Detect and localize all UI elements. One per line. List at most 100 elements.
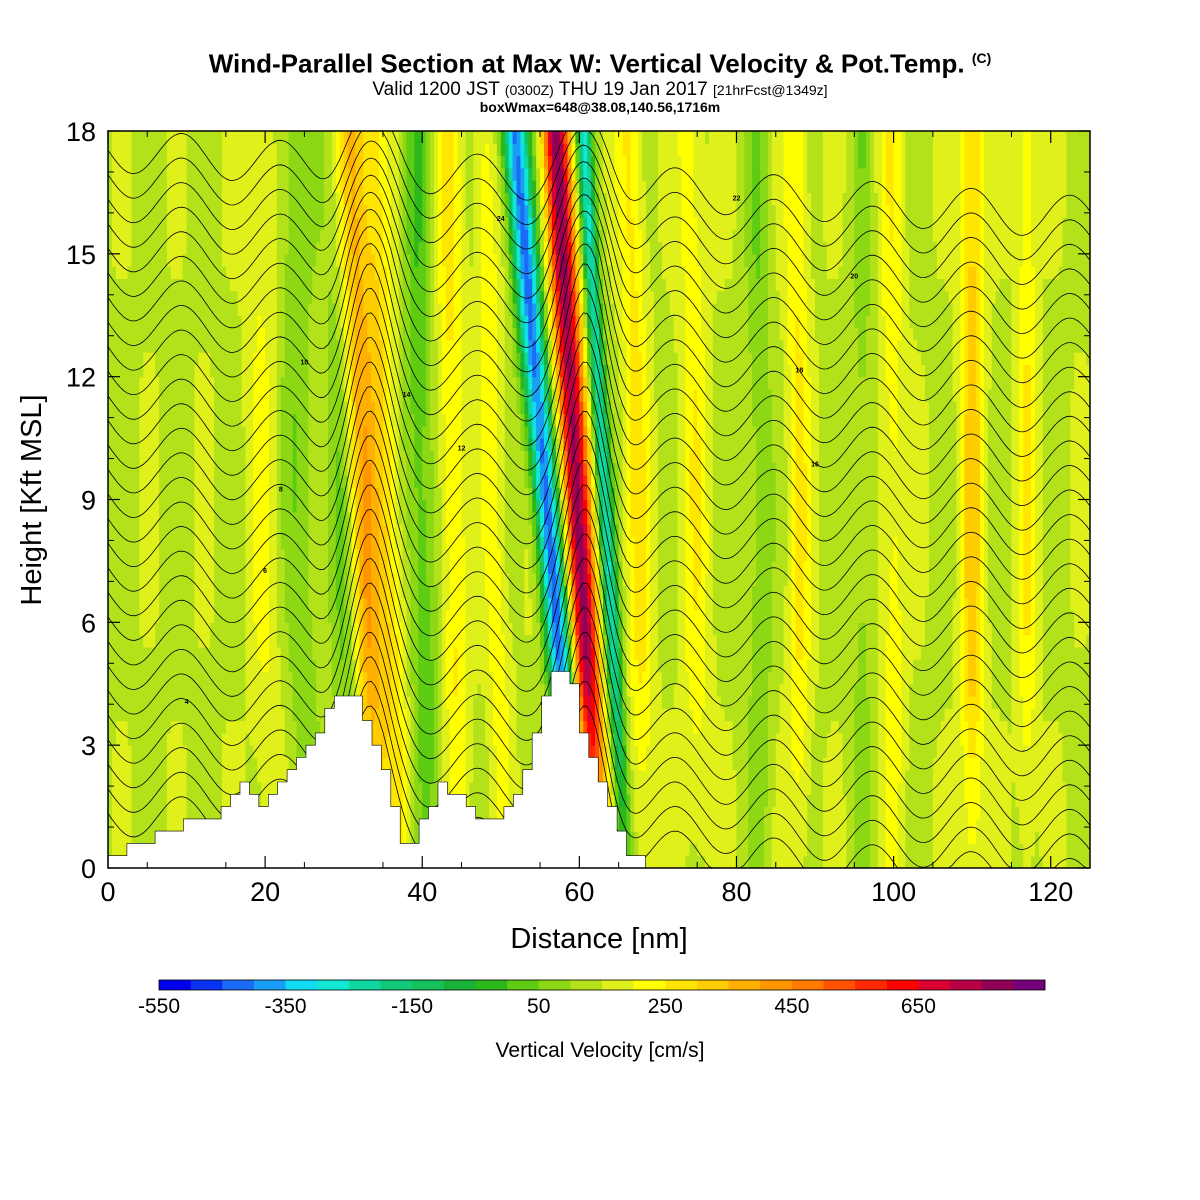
field-cell [194, 806, 199, 820]
field-cell [139, 745, 144, 759]
field-cell [402, 745, 408, 759]
field-cell [276, 401, 282, 415]
field-cell [123, 388, 129, 402]
field-cell [426, 253, 431, 267]
field-cell [386, 290, 392, 304]
field-cell [127, 192, 133, 206]
field-cell [269, 720, 274, 734]
field-cell [343, 131, 349, 144]
field-cell [170, 646, 176, 660]
field-cell [265, 131, 270, 144]
field-cell [123, 266, 129, 279]
field-cell [190, 671, 196, 685]
field-cell [170, 192, 176, 206]
field-cell [190, 241, 196, 255]
field-cell [115, 315, 121, 329]
field-cell [339, 573, 345, 587]
field-cell [237, 622, 243, 636]
field-cell [131, 831, 137, 845]
field-cell [202, 180, 207, 194]
field-cell [119, 364, 125, 378]
field-cell [174, 597, 180, 611]
field-cell [225, 290, 231, 304]
field-cell [221, 462, 227, 476]
field-cell [284, 745, 290, 759]
field-cell [225, 524, 231, 537]
field-cell [422, 499, 427, 513]
field-cell [343, 511, 349, 525]
field-cell [327, 253, 333, 267]
field-cell [119, 315, 125, 329]
field-cell [170, 204, 176, 218]
field-cell [320, 573, 325, 587]
field-cell [382, 573, 388, 587]
field-cell [426, 708, 431, 722]
field-cell [127, 659, 133, 673]
field-cell [131, 548, 137, 562]
field-cell [217, 720, 223, 734]
field-cell [221, 204, 227, 218]
field-cell [343, 474, 349, 488]
field-cell [284, 732, 290, 746]
field-cell [225, 671, 231, 685]
field-cell [108, 204, 113, 218]
field-cell [123, 769, 129, 783]
field-cell [131, 364, 137, 378]
field-cell [288, 671, 294, 685]
field-cell [115, 278, 121, 292]
field-cell [394, 167, 400, 181]
field-cell [371, 388, 376, 402]
field-cell [108, 757, 113, 771]
field-cell [155, 131, 160, 144]
field-cell [410, 180, 415, 194]
field-cell [269, 696, 274, 709]
field-cell [206, 229, 211, 243]
field-cell [214, 806, 219, 820]
field-cell [131, 229, 137, 243]
field-cell [320, 634, 325, 648]
field-cell [339, 610, 345, 623]
field-cell [225, 425, 231, 439]
field-cell [210, 155, 215, 169]
field-cell [225, 536, 231, 550]
field-cell [198, 216, 203, 230]
field-cell [426, 745, 431, 759]
field-cell [272, 462, 278, 476]
field-cell [210, 634, 215, 648]
field-cell [206, 560, 211, 574]
field-cell [182, 204, 188, 218]
field-cell [371, 290, 376, 304]
field-cell [229, 339, 235, 353]
field-cell [398, 388, 404, 402]
field-cell [229, 499, 235, 513]
field-cell [159, 732, 164, 746]
field-cell [159, 376, 164, 390]
field-cell [324, 696, 329, 709]
field-cell [272, 327, 278, 341]
field-cell [178, 573, 184, 587]
field-cell [119, 806, 125, 820]
field-cell [355, 192, 360, 206]
field-cell [241, 266, 247, 279]
field-cell [371, 683, 376, 697]
field-cell [249, 302, 254, 316]
field-cell [123, 131, 129, 144]
field-cell [296, 278, 302, 292]
field-cell [174, 671, 180, 685]
field-cell [241, 769, 247, 783]
field-cell [355, 388, 360, 402]
field-cell [422, 524, 427, 537]
field-cell [257, 352, 262, 365]
field-cell [108, 143, 113, 157]
field-cell [186, 671, 192, 685]
field-cell [288, 450, 294, 464]
field-cell [225, 487, 231, 501]
field-cell [367, 708, 372, 722]
field-cell [414, 474, 419, 488]
field-cell [131, 266, 137, 279]
field-cell [363, 131, 368, 144]
field-cell [265, 683, 270, 697]
field-cell [143, 290, 148, 304]
field-cell [178, 339, 184, 353]
field-cell [414, 806, 419, 820]
